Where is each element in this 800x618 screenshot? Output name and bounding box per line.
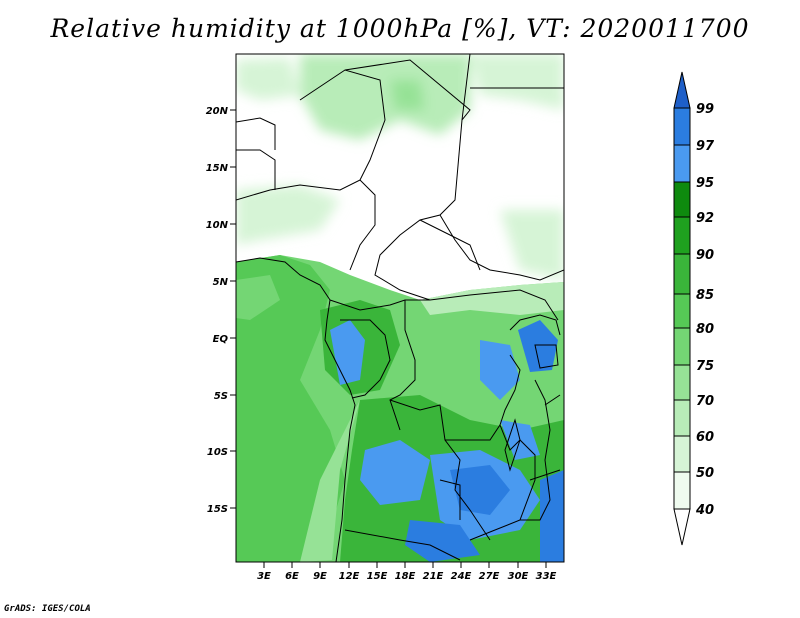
lon-label-24e: 24E <box>451 571 472 582</box>
lon-label-6e: 6E <box>285 571 299 582</box>
colorbar-bin-80-85 <box>673 293 691 329</box>
country-borders <box>236 54 564 562</box>
lon-label-18e: 18E <box>395 571 416 582</box>
colorbar-bin-60-70 <box>673 399 691 437</box>
lon-label-3e: 3E <box>257 571 271 582</box>
colorbar-label-60: 60 <box>696 430 714 445</box>
colorbar-label-85: 85 <box>696 288 714 303</box>
map-title: Relative humidity at 1000hPa [%], VT: 20… <box>50 14 750 43</box>
lon-label-33e: 33E <box>536 571 557 582</box>
lon-label-30e: 30E <box>508 571 529 582</box>
colorbar-top-arrow <box>673 71 691 109</box>
colorbar-bin-95-97 <box>673 144 691 183</box>
north-moisture-field <box>236 54 564 280</box>
lat-label-15s: 15S <box>207 504 228 515</box>
lon-label-15e: 15E <box>367 571 388 582</box>
lat-label-5n: 5N <box>213 277 229 288</box>
colorbar-label-95: 95 <box>696 176 714 191</box>
colorbar-bin-92-95 <box>673 181 691 218</box>
colorbar-label-50: 50 <box>696 466 714 481</box>
lon-label-27e: 27E <box>479 571 500 582</box>
lat-label-10s: 10S <box>207 447 228 458</box>
lat-label-10n: 10N <box>206 220 229 231</box>
lon-label-12e: 12E <box>339 571 360 582</box>
lat-axis: 20N 15N 10N 5N EQ 5S 10S 15S <box>206 106 236 515</box>
humid-field <box>236 255 564 562</box>
colorbar-label-99: 99 <box>696 102 714 117</box>
grads-credit: GrADS: IGES/COLA <box>4 604 91 614</box>
humidity-map <box>236 54 564 562</box>
colorbar-bin-75-80 <box>673 327 691 366</box>
lat-label-15n: 15N <box>206 163 229 174</box>
colorbar-bin-40-50 <box>673 471 691 510</box>
colorbar-label-80: 80 <box>696 322 714 337</box>
colorbar-label-75: 75 <box>696 359 714 374</box>
map-frame <box>235 53 565 563</box>
colorbar-label-97: 97 <box>696 139 715 154</box>
colorbar-label-70: 70 <box>696 394 714 409</box>
colorbar-label-40: 40 <box>695 503 714 518</box>
lon-label-21e: 21E <box>423 571 444 582</box>
lon-label-9e: 9E <box>313 571 327 582</box>
colorbar-bin-50-60 <box>673 435 691 473</box>
colorbar-bottom-arrow <box>673 508 691 546</box>
colorbar-label-92: 92 <box>696 211 714 226</box>
colorbar: 99 97 95 92 90 85 80 75 70 60 50 40 <box>673 71 715 546</box>
lon-axis: 3E 6E 9E 12E 15E 18E 21E 24E 27E 30E 33E <box>257 562 557 582</box>
lat-label-5s: 5S <box>214 391 228 402</box>
lat-label-eq: EQ <box>213 334 229 345</box>
colorbar-bin-70-75 <box>673 364 691 401</box>
colorbar-label-90: 90 <box>696 248 714 263</box>
lat-label-20n: 20N <box>206 106 229 117</box>
colorbar-bin-90-92 <box>673 216 691 255</box>
colorbar-bin-97-99 <box>673 107 691 146</box>
colorbar-bin-85-90 <box>673 253 691 295</box>
